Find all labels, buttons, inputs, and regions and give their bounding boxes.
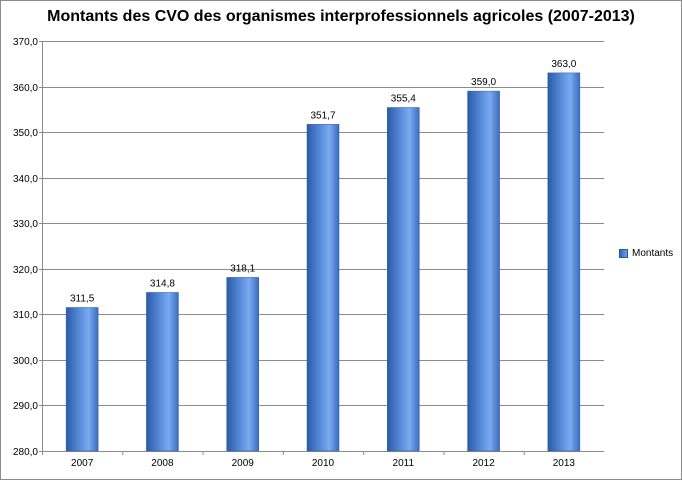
data-label-2010: 351,7 [310, 110, 335, 121]
data-label-2007: 311,5 [70, 294, 95, 305]
bar-2008 [146, 292, 179, 452]
bar-2013 [547, 72, 581, 452]
x-tick-label: 2012 [472, 458, 495, 469]
bar-2012 [467, 90, 500, 452]
data-label-2013: 363,0 [551, 59, 576, 70]
y-tick-label: 370,0 [13, 37, 38, 48]
data-label-2011: 355,4 [391, 94, 416, 105]
x-tick-label: 2009 [232, 458, 255, 469]
x-tick-label: 2008 [151, 458, 174, 469]
y-tick-label: 310,0 [13, 310, 38, 321]
bar-2007 [65, 307, 99, 452]
y-tick-label: 320,0 [13, 265, 38, 276]
x-tick-label: 2007 [71, 458, 94, 469]
bar-2009 [226, 277, 259, 452]
y-tick-label: 350,0 [13, 128, 38, 139]
data-label-2008: 314,8 [150, 278, 175, 289]
data-label-2009: 318,1 [230, 263, 255, 274]
x-tick-label: 2013 [553, 458, 576, 469]
x-tick-label: 2011 [393, 458, 415, 469]
data-label-2012: 359,0 [471, 77, 496, 88]
bar-2011 [387, 107, 420, 452]
y-tick-label: 330,0 [13, 219, 38, 230]
legend-label: Montants [632, 248, 674, 259]
y-tick-label: 290,0 [13, 401, 38, 412]
bars [65, 72, 581, 452]
legend-swatch [619, 249, 628, 258]
y-tick-label: 280,0 [13, 447, 38, 458]
x-tick-label: 2010 [312, 458, 335, 469]
bar-2010 [306, 124, 340, 452]
y-tick-label: 300,0 [13, 356, 38, 367]
data-labels: 311,5 314,8 318,1 351,7 355,4 359,0 363,0 [70, 59, 577, 305]
y-tick-label: 360,0 [13, 83, 38, 94]
y-tick-label: 340,0 [13, 174, 38, 185]
axes: 280,0 290,0 300,0 310,0 320,0 330,0 340,0 350,0… [13, 37, 604, 469]
legend: Montants [619, 248, 673, 259]
chart-title: Montants des CVO des organismes interpro… [47, 8, 635, 25]
